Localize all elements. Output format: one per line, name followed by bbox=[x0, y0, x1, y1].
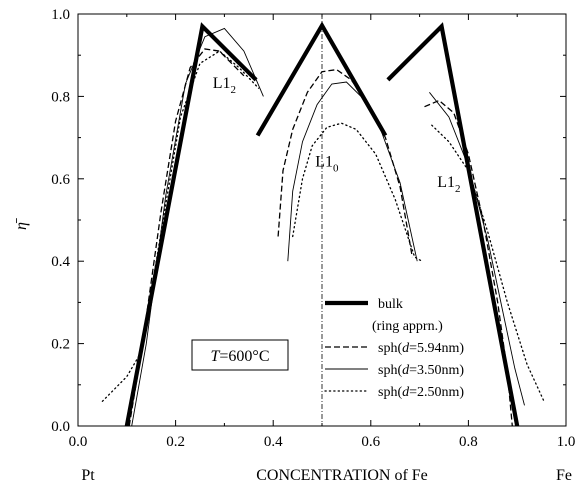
series-bulk-segment-3 bbox=[386, 22, 520, 427]
y-axis-title: η̄ bbox=[13, 218, 30, 230]
annotations: L12 L10 L12 T=600°C bbox=[191, 75, 461, 371]
y-tick-label-5: 1.0 bbox=[51, 7, 70, 23]
y-tick-label-3: 0.6 bbox=[51, 172, 70, 188]
series-sph350-segment-1 bbox=[131, 27, 264, 427]
phase-label-3: L12 bbox=[437, 174, 460, 195]
x-tick-label-1: 0.2 bbox=[166, 434, 185, 450]
legend: bulk (ring apprn.) sph(d=5.94nm) sph(d=3.50… bbox=[324, 297, 464, 400]
temperature-label: T=600°C bbox=[211, 348, 270, 365]
phase-label-1: L12 bbox=[213, 75, 236, 96]
x-tick-label-2: 0.4 bbox=[264, 434, 283, 450]
legend-label-5: sph(d=2.50nm) bbox=[378, 385, 464, 400]
y-tick-label-0: 0.0 bbox=[51, 419, 70, 435]
series-sph350-segment-3 bbox=[429, 92, 525, 406]
y-tick-label-1: 0.2 bbox=[51, 337, 70, 353]
legend-label-1: bulk bbox=[378, 297, 403, 312]
legend-label-2: (ring apprn.) bbox=[372, 319, 443, 334]
series-sph594-segment-1 bbox=[128, 48, 245, 427]
x-tick-label-0: 0.0 bbox=[69, 434, 88, 450]
y-tick-label-2: 0.4 bbox=[51, 254, 70, 270]
x-tick-label-4: 0.8 bbox=[459, 434, 478, 450]
x-axis-title: CONCENTRATION of Fe bbox=[256, 467, 428, 484]
axes-layer: 0.0 0.2 0.4 0.6 0.8 1.0 0.0 0.2 0.4 0.6 0.8 1.0 CONC… bbox=[13, 7, 575, 484]
y-tick-label-4: 0.8 bbox=[51, 89, 70, 105]
series-sph250-segment-3 bbox=[431, 124, 545, 402]
series-sph250-segment-2 bbox=[292, 122, 423, 262]
x-tick-label-5: 1.0 bbox=[557, 434, 576, 450]
x-tick-label-3: 0.6 bbox=[361, 434, 380, 450]
x-axis-right-label: Fe bbox=[556, 467, 572, 484]
series-layer bbox=[101, 21, 545, 427]
phase-label-2: L10 bbox=[315, 153, 339, 174]
legend-label-4: sph(d=3.50nm) bbox=[378, 363, 464, 378]
series-sph250-segment-1 bbox=[101, 50, 260, 402]
plot-area bbox=[77, 13, 567, 427]
legend-label-3: sph(d=5.94nm) bbox=[378, 341, 464, 356]
series-sph594-segment-2 bbox=[277, 68, 413, 258]
x-axis-left-label: Pt bbox=[81, 467, 95, 484]
series-bulk-segment-1 bbox=[124, 22, 258, 427]
series-sph350-segment-2 bbox=[287, 81, 418, 262]
series-sph594-segment-3 bbox=[424, 99, 513, 427]
series-bulk-segment-2 bbox=[255, 21, 388, 137]
temperature-box bbox=[191, 339, 289, 371]
